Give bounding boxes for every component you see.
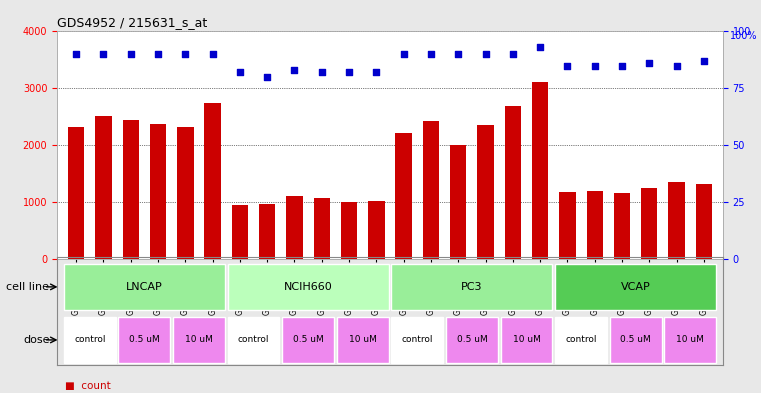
Text: control: control	[565, 336, 597, 344]
Bar	[68, 127, 84, 259]
Bar	[205, 103, 221, 259]
Bar	[532, 82, 548, 259]
Point	[643, 60, 655, 66]
Text: 10 uM: 10 uM	[349, 336, 377, 344]
FancyBboxPatch shape	[391, 264, 552, 310]
Point	[125, 51, 137, 57]
Point	[371, 69, 383, 75]
Text: control: control	[238, 336, 269, 344]
Point	[206, 51, 218, 57]
Point	[261, 74, 273, 80]
Point	[534, 44, 546, 51]
Bar	[150, 124, 166, 259]
Point	[588, 62, 600, 69]
Bar	[477, 125, 494, 259]
FancyBboxPatch shape	[446, 317, 498, 363]
Point	[152, 51, 164, 57]
Point	[562, 62, 574, 69]
Bar	[368, 201, 384, 259]
Point	[234, 69, 246, 75]
Text: ■  count: ■ count	[65, 381, 110, 391]
Text: PC3: PC3	[461, 282, 482, 292]
Text: dose: dose	[23, 335, 49, 345]
FancyBboxPatch shape	[391, 317, 443, 363]
Text: LNCAP: LNCAP	[126, 282, 163, 292]
Text: 100%: 100%	[730, 31, 757, 41]
FancyBboxPatch shape	[555, 317, 607, 363]
Point	[288, 67, 301, 73]
Bar	[696, 184, 712, 259]
Point	[698, 58, 710, 64]
FancyBboxPatch shape	[664, 317, 716, 363]
Bar	[95, 116, 112, 259]
Bar	[259, 204, 275, 259]
Text: control: control	[402, 336, 433, 344]
FancyBboxPatch shape	[228, 317, 279, 363]
Bar	[587, 191, 603, 259]
Point	[425, 51, 437, 57]
Bar	[286, 196, 303, 259]
Point	[507, 51, 519, 57]
Text: 0.5 uM: 0.5 uM	[620, 336, 651, 344]
FancyBboxPatch shape	[337, 317, 389, 363]
Text: GDS4952 / 215631_s_at: GDS4952 / 215631_s_at	[57, 16, 207, 29]
Point	[479, 51, 492, 57]
Point	[452, 51, 464, 57]
Bar	[614, 193, 630, 259]
Text: NCIH660: NCIH660	[284, 282, 333, 292]
Bar	[232, 205, 248, 259]
Point	[180, 51, 192, 57]
Text: 10 uM: 10 uM	[185, 336, 213, 344]
Bar	[123, 120, 139, 259]
Point	[70, 51, 82, 57]
Bar	[396, 133, 412, 259]
Text: VCAP: VCAP	[621, 282, 651, 292]
Bar	[559, 192, 575, 259]
FancyBboxPatch shape	[501, 317, 552, 363]
FancyBboxPatch shape	[228, 264, 389, 310]
Point	[670, 62, 683, 69]
FancyBboxPatch shape	[282, 317, 334, 363]
FancyBboxPatch shape	[119, 317, 170, 363]
Text: 0.5 uM: 0.5 uM	[293, 336, 323, 344]
Text: control: control	[74, 336, 106, 344]
FancyBboxPatch shape	[64, 264, 225, 310]
Bar	[450, 145, 466, 259]
Text: 10 uM: 10 uM	[677, 336, 704, 344]
Point	[316, 69, 328, 75]
FancyBboxPatch shape	[64, 317, 116, 363]
Bar	[423, 121, 439, 259]
Point	[343, 69, 355, 75]
Point	[397, 51, 409, 57]
Bar	[641, 188, 658, 259]
Bar	[505, 105, 521, 259]
Bar	[177, 127, 193, 259]
FancyBboxPatch shape	[610, 317, 661, 363]
Text: 0.5 uM: 0.5 uM	[457, 336, 487, 344]
Bar	[341, 202, 357, 259]
Point	[97, 51, 110, 57]
Text: 0.5 uM: 0.5 uM	[129, 336, 160, 344]
Point	[616, 62, 628, 69]
Text: cell line: cell line	[6, 282, 49, 292]
FancyBboxPatch shape	[555, 264, 716, 310]
Text: 10 uM: 10 uM	[512, 336, 540, 344]
Bar	[668, 182, 685, 259]
FancyBboxPatch shape	[173, 317, 225, 363]
Bar	[314, 198, 330, 259]
